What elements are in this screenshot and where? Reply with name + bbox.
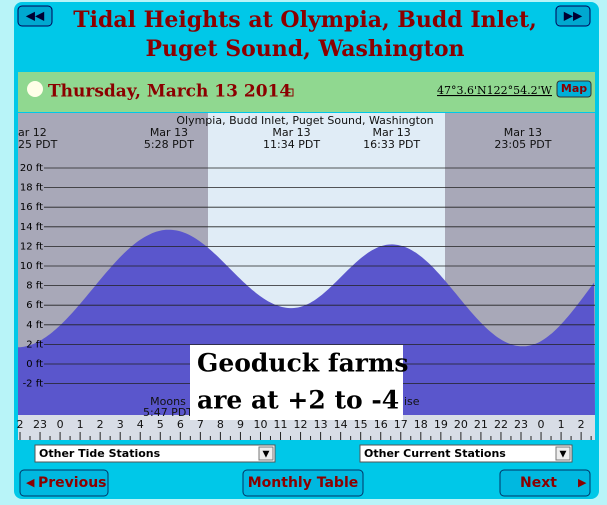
extremum-time: 16:33 PDT <box>363 138 420 151</box>
extremum-time: 5:28 PDT <box>144 138 194 151</box>
hour-label: 20 <box>454 418 468 431</box>
y-tick-label: 6 ft <box>26 300 43 311</box>
arrow-icon: ◀ <box>26 476 35 489</box>
extremum-time: 25 PDT <box>18 138 58 151</box>
hour-label: 9 <box>237 418 244 431</box>
hour-label: 2 <box>578 418 585 431</box>
hour-label: 0 <box>57 418 64 431</box>
extremum-date: Mar 13 <box>150 126 188 139</box>
y-tick-label: 2 ft <box>26 339 43 350</box>
extremum-time: 23:05 PDT <box>494 138 551 151</box>
arrow-icon: ▶ <box>578 476 587 489</box>
overlay-box <box>190 345 403 420</box>
hour-label: 21 <box>474 418 488 431</box>
y-tick-label: 16 ft <box>20 202 43 213</box>
hour-label: 13 <box>314 418 328 431</box>
y-tick-label: 0 ft <box>26 359 43 370</box>
hour-label: 2 <box>97 418 104 431</box>
y-tick-label: 12 ft <box>20 241 43 252</box>
prev-day-button[interactable] <box>17 5 53 27</box>
moonset-time: 5:47 PDT <box>143 406 193 419</box>
hour-label: 14 <box>334 418 348 431</box>
previous-button[interactable] <box>19 469 109 497</box>
y-tick-label: 10 ft <box>20 261 43 272</box>
y-tick-label: 18 ft <box>20 183 43 194</box>
hour-label: 10 <box>253 418 267 431</box>
hour-label: 1 <box>558 418 565 431</box>
hour-label: 15 <box>354 418 368 431</box>
hour-label: 18 <box>414 418 428 431</box>
y-tick-label: 4 ft <box>26 320 43 331</box>
hour-label: 1 <box>77 418 84 431</box>
map-label: Map <box>561 82 587 95</box>
hour-label: 16 <box>374 418 388 431</box>
next-day-icon: ▶▶ <box>564 9 583 23</box>
extremum-date: Mar 13 <box>272 126 310 139</box>
title: Puget Sound, Washington <box>146 36 465 62</box>
chart: 20 ft 18 ft 16 ft 14 ft 12 ft 10 ft 8 ft 6 ft 4 … <box>18 113 595 415</box>
prev-day-icon: ◀◀ <box>26 9 45 23</box>
hour-label: 12 <box>294 418 308 431</box>
station-name: Olympia, Budd Inlet, Puget Sound, Washin… <box>176 114 433 127</box>
next-button[interactable] <box>499 469 591 497</box>
moonset-label: Moons <box>150 395 186 408</box>
tide-station-select[interactable] <box>34 444 276 463</box>
hour-label: 17 <box>394 418 408 431</box>
button-label: Next <box>520 475 557 491</box>
select-label: Other Current Stations <box>364 447 506 460</box>
calendar-icon[interactable] <box>285 88 294 97</box>
hour-label: 2 <box>17 418 24 431</box>
extremum-date: ar 12 <box>18 126 47 139</box>
map-button[interactable] <box>556 80 592 98</box>
sunset-label: ise <box>404 395 420 408</box>
overlay-text: are at +2 to -4 <box>197 386 399 415</box>
extremum-date: Mar 13 <box>373 126 411 139</box>
y-tick-label: 14 ft <box>20 222 43 233</box>
tide-area <box>18 229 595 415</box>
hour-label: 11 <box>274 418 288 431</box>
hour-label: 23 <box>33 418 47 431</box>
coords[interactable]: 47°3.6'N122°54.2'W <box>437 84 553 97</box>
button-label: Previous <box>38 475 107 491</box>
overlay-text: Geoduck farms <box>197 349 409 378</box>
select-arrow-icon: ▼ <box>560 450 567 460</box>
extremum-time: 11:34 PDT <box>263 138 320 151</box>
y-tick-label: 8 ft <box>26 281 43 292</box>
hour-label: 4 <box>137 418 144 431</box>
next-day-button[interactable] <box>555 5 591 27</box>
hour-label: 23 <box>514 418 528 431</box>
y-tick-label: -2 ft <box>23 379 43 390</box>
hour-label: 7 <box>197 418 204 431</box>
date: Thursday, March 13 2014 <box>48 82 291 102</box>
date-bar <box>18 72 595 112</box>
select-arrow <box>258 446 274 461</box>
hour-label: 19 <box>434 418 448 431</box>
hour-label: 5 <box>157 418 164 431</box>
hour-label: 8 <box>217 418 224 431</box>
hour-label: 22 <box>494 418 508 431</box>
moon-icon <box>27 81 43 97</box>
hour-label: 3 <box>117 418 124 431</box>
extremum-date: Mar 13 <box>504 126 542 139</box>
button-label: Monthly Table <box>248 475 358 491</box>
title: Tidal Heights at Olympia, Budd Inlet, <box>73 7 537 33</box>
hour-label: 0 <box>538 418 545 431</box>
hour-label: 6 <box>177 418 184 431</box>
y-tick-label: 20 ft <box>20 163 43 174</box>
select-arrow <box>555 446 571 461</box>
monthly-button[interactable] <box>242 469 364 497</box>
select-label: Other Tide Stations <box>39 447 161 460</box>
select-arrow-icon: ▼ <box>263 450 270 460</box>
current-station-select[interactable] <box>359 444 573 463</box>
